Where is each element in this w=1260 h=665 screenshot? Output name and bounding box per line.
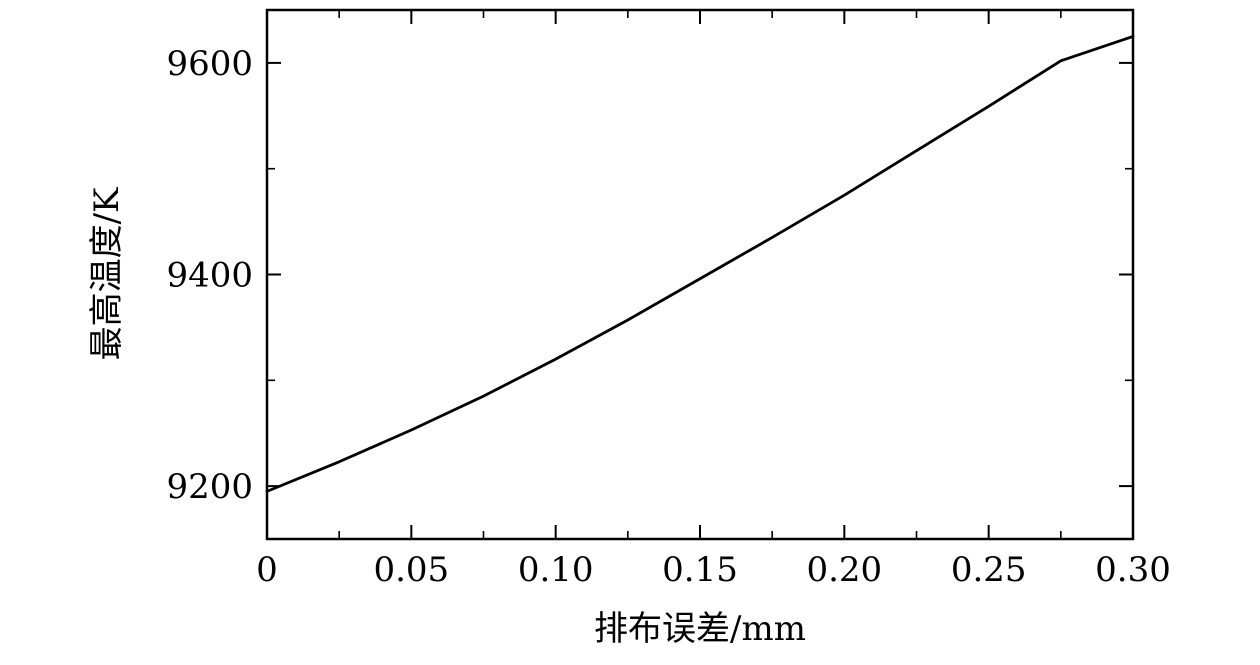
x-tick-label: 0.25: [951, 550, 1027, 590]
x-tick-label: 0.05: [373, 550, 449, 590]
x-axis-label: 排布误差/mm: [594, 609, 806, 649]
x-tick-label: 0.30: [1095, 550, 1171, 590]
x-tick-label: 0.10: [518, 550, 594, 590]
y-tick-label: 9600: [166, 44, 253, 84]
x-tick-label: 0.20: [806, 550, 882, 590]
plot-layer: 0 0.05 0.10 0.15 0.20 0.25 0.30 9200 9400 9600: [166, 8, 1171, 590]
y-tick-label: 9400: [166, 256, 253, 296]
y-axis-label: 最高温度/K: [87, 187, 127, 360]
series-line-0: [265, 35, 1135, 493]
x-tick-label: 0.15: [662, 550, 738, 590]
x-tick-label: 0: [256, 550, 278, 590]
plot-frame: [265, 8, 1135, 541]
y-tick-label: 9200: [166, 467, 253, 507]
